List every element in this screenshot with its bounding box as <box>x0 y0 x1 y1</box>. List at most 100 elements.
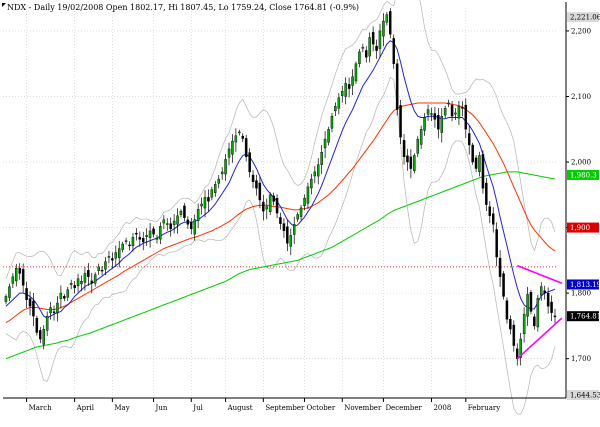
candle-body <box>213 184 217 193</box>
candle-body <box>299 207 303 217</box>
price-badge-label: 1,764.81 <box>570 313 600 321</box>
candle-body <box>533 316 536 327</box>
candle-body <box>423 117 426 131</box>
candle-body <box>128 244 131 247</box>
candle-body <box>361 47 365 49</box>
candle-body <box>66 289 69 298</box>
candle-body <box>327 129 330 143</box>
lower-band <box>5 76 556 415</box>
trend-line <box>516 264 563 285</box>
candle-body <box>443 108 447 116</box>
candle-body <box>138 237 142 240</box>
candle-body <box>279 217 282 224</box>
candle-body <box>371 32 375 45</box>
candle-body <box>165 223 169 225</box>
candle-body <box>262 201 265 212</box>
price-badge-label: 1,900 <box>570 224 590 232</box>
price-axis: 2,200 2,100 2,000 1,900 1,800 1,700 <box>565 2 591 398</box>
candle-body <box>97 266 100 271</box>
candle-body <box>526 294 529 317</box>
x-tick-label: Jun <box>155 404 168 412</box>
candle-body <box>323 138 327 149</box>
candle-body <box>255 180 258 189</box>
candle-body <box>282 223 286 232</box>
candle-body <box>100 269 104 272</box>
candle-body <box>471 144 474 163</box>
x-tick-label: February <box>468 404 500 412</box>
candle-body <box>392 38 396 64</box>
candle-body <box>238 131 241 134</box>
candle-body <box>59 292 63 299</box>
ma-blue-line <box>5 40 556 319</box>
candle-body <box>516 348 519 359</box>
candle-body <box>358 51 361 64</box>
candle-body <box>217 178 220 184</box>
x-tick-label: April <box>76 404 95 412</box>
candle-body <box>63 296 66 299</box>
candle-body <box>121 243 124 250</box>
candle-body <box>148 230 152 238</box>
y-tick-label: 2,000 <box>571 159 591 167</box>
candle-body <box>83 273 87 283</box>
date-axis: March April May Jun Jul August September Octobe… <box>3 397 566 412</box>
candle-body <box>4 296 8 302</box>
candle-body <box>286 226 289 244</box>
candle-body <box>337 97 341 109</box>
candle-body <box>35 318 39 333</box>
candle-body <box>389 11 392 35</box>
candle-body <box>522 313 526 335</box>
candle-body <box>368 37 371 57</box>
candle-body <box>485 182 488 205</box>
candle-body <box>546 292 550 307</box>
moving-averages <box>5 40 556 360</box>
candle-body <box>293 224 296 235</box>
candle-body <box>341 90 344 96</box>
candle-body <box>303 197 306 207</box>
candle-body <box>437 114 440 130</box>
candle-body <box>310 178 313 189</box>
candle-body <box>162 219 166 224</box>
y-tick-label: 2,200 <box>571 27 591 35</box>
candle-body <box>536 298 540 328</box>
trend-lines <box>516 264 563 360</box>
candle-body <box>87 270 90 277</box>
candle-body <box>296 214 299 220</box>
candle-body <box>498 257 502 277</box>
candle-body <box>203 197 207 209</box>
candle-body <box>395 63 399 110</box>
candle-body <box>519 338 522 358</box>
ma-green-line <box>5 171 556 360</box>
x-tick-label: August <box>227 404 253 412</box>
price-badge-label: 2,221.06 <box>570 14 600 22</box>
candle-body <box>104 261 107 270</box>
candle-body <box>11 276 15 284</box>
candle-body <box>426 109 430 115</box>
candle-body <box>330 115 334 129</box>
x-tick-label: October <box>307 404 336 412</box>
candle-body <box>210 189 214 198</box>
candle-body <box>447 102 450 105</box>
x-tick-label: December <box>385 404 422 412</box>
candle-body <box>179 210 183 215</box>
price-badge-label: 1,980.3 <box>570 171 597 179</box>
candle-body <box>495 229 498 258</box>
candle-body <box>145 235 148 237</box>
upper-band <box>5 0 556 279</box>
candle-body <box>378 30 382 49</box>
candle-body <box>402 140 406 158</box>
candle-body <box>413 155 416 171</box>
candle-body <box>69 283 73 285</box>
candle-body <box>241 135 244 139</box>
candle-body <box>169 223 172 230</box>
price-badge <box>567 12 599 23</box>
candle-body <box>540 286 543 296</box>
candle-body <box>481 154 485 189</box>
candle-body <box>354 63 358 82</box>
chart-title-marker <box>2 3 6 7</box>
candle-body <box>258 182 262 201</box>
x-tick-label: May <box>114 404 129 412</box>
candle-body <box>478 155 481 172</box>
candle-body <box>45 315 49 331</box>
x-tick-label: September <box>265 404 305 412</box>
y-tick-label: 2,100 <box>571 93 591 101</box>
